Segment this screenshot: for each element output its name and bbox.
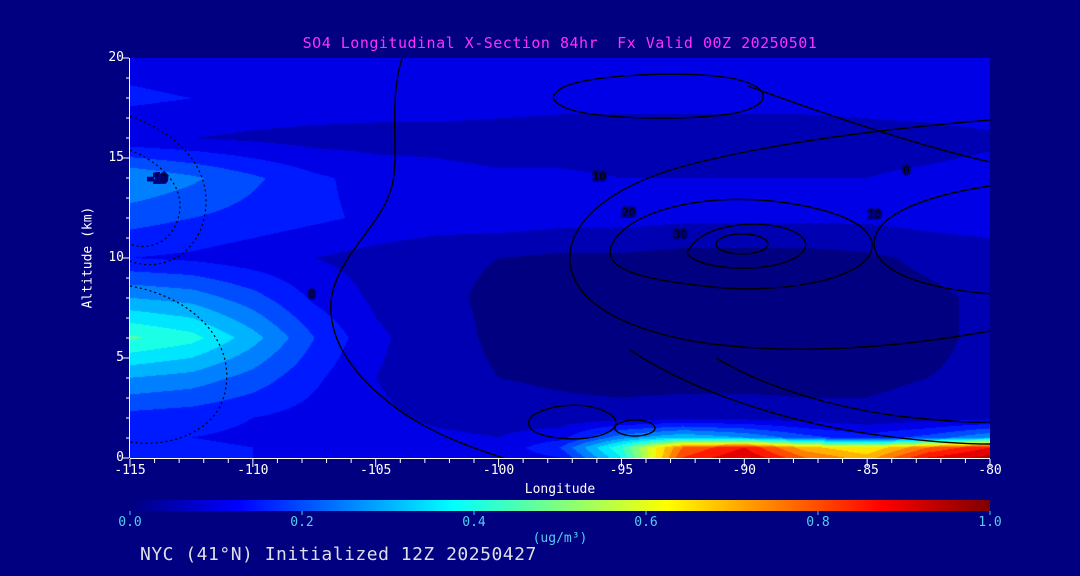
plot-title: SO4 Longitudinal X-Section 84hr Fx Valid… [302,34,818,52]
contour-line [715,357,990,423]
x-tick-label: -85 [855,463,879,478]
contour-line-negative [130,285,228,444]
x-tick-label: -95 [609,463,634,478]
contour-label: -10 [147,172,167,185]
contour-line [715,233,769,255]
contour-line [552,73,764,119]
contour-line [330,58,505,458]
contour-label: 10 [593,170,606,183]
y-tick-label: 20 [108,50,124,65]
contour-line-negative [130,149,181,248]
footer-annotation: NYC (41°N) Initialized 12Z 20250427 [140,544,537,565]
contour-line-negative [130,115,207,266]
contour-label: 10 [868,208,881,221]
colorbar-tick-label: 0.0 [118,515,142,530]
colorbar-unit-label: (ug/m³) [532,531,588,546]
x-tick-label: -115 [114,463,146,478]
colorbar [130,500,990,511]
colorbar-tick-label: 1.0 [978,515,1002,530]
contour-line [747,85,990,163]
colorbar-tick-label: 0.2 [290,515,314,530]
contour-line [614,419,656,437]
contour-line [686,223,807,269]
y-tick-label: 0 [116,450,124,465]
contour-line [873,185,990,295]
contour-line [527,404,617,440]
y-tick-label: 15 [108,150,124,165]
x-tick-label: -80 [978,463,1002,478]
contour-line [609,198,873,290]
contour-label: 0 [309,288,316,301]
x-tick-label: -105 [360,463,392,478]
heatmap-canvas [130,58,990,458]
contour-label: 20 [622,206,635,219]
x-tick-label: -90 [732,463,757,478]
contour-line [629,349,990,445]
colorbar-tick-label: 0.8 [806,515,830,530]
colorbar-tick-label: 0.4 [462,515,486,530]
plot-area: -10 0 10 20 30 10 0 [130,58,990,458]
x-tick-label: -100 [482,463,515,478]
x-tick-label: -110 [237,463,269,478]
colorbar-tick-label: 0.6 [634,515,658,530]
contour-overlay: -10 0 10 20 30 10 0 [130,58,990,458]
contour-label: 30 [674,228,687,241]
contour-label: 0 [903,164,910,177]
y-tick-label: 5 [116,350,124,365]
y-tick-label: 10 [108,250,124,265]
x-axis-label: Longitude [524,482,596,497]
contour-line [569,119,990,350]
y-axis-label: Altitude (km) [80,206,96,309]
